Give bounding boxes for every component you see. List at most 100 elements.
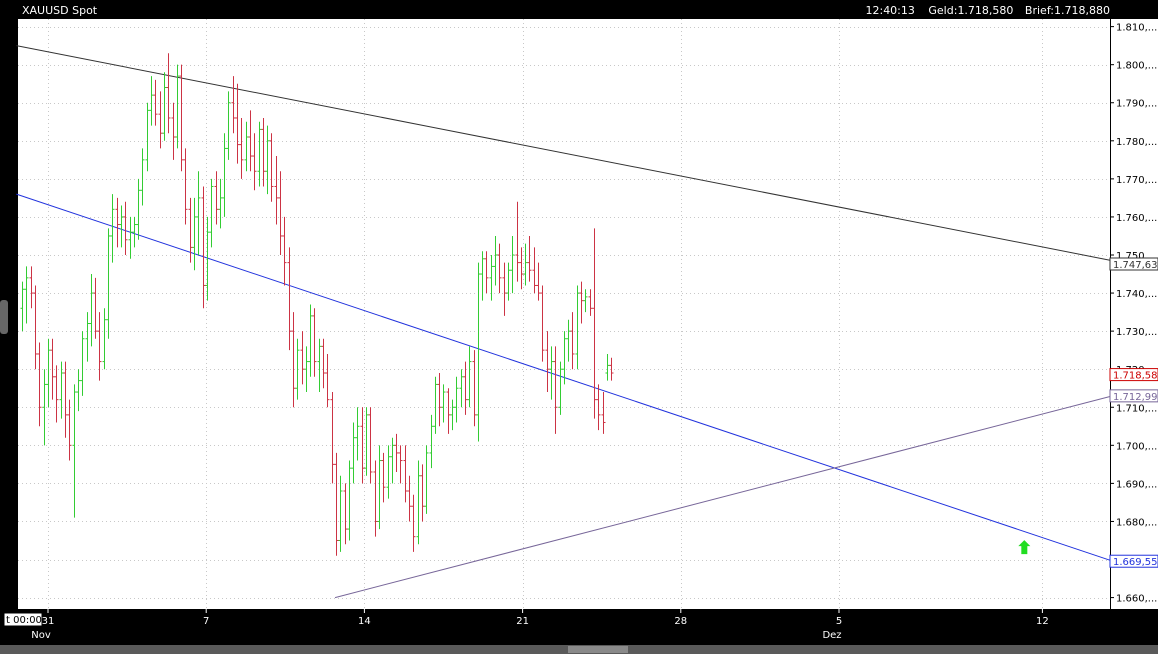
ohlc-bar — [467, 346, 472, 408]
ohlc-bar — [480, 251, 485, 301]
ohlc-bar — [214, 171, 219, 225]
ohlc-bar — [54, 365, 59, 423]
ohlc-bar — [287, 247, 292, 351]
ohlc-bar — [566, 319, 571, 362]
price-label-text: 1.712,996 — [1113, 392, 1158, 403]
ohlc-bar — [343, 483, 348, 545]
price-axis[interactable] — [1110, 19, 1158, 609]
ohlc-bar — [106, 228, 111, 339]
time-tick-label: 28 — [674, 616, 687, 627]
line-price-labels: 1.747,636 1.718,58 1.712,996 1.669,553 — [1109, 257, 1158, 568]
ohlc-bar — [140, 148, 145, 206]
ohlc-bar — [252, 133, 257, 191]
ohlc-bar — [502, 262, 507, 316]
price-tick-label: 1.680,... — [1116, 517, 1157, 528]
ohlc-bar — [373, 460, 378, 537]
time-tick-label: 14 — [358, 616, 371, 627]
ask-label: Brief: — [1025, 4, 1054, 17]
ohlc-bar — [63, 361, 68, 438]
ohlc-bar — [429, 414, 434, 469]
ohlc-bar — [601, 392, 606, 434]
ohlc-bar — [325, 353, 330, 408]
ohlc-bar — [360, 407, 365, 484]
time-tick-label: 5 — [836, 616, 842, 627]
clock-time: 12:40:13 — [865, 4, 914, 17]
ohlc-bar — [398, 445, 403, 484]
ohlc-bar — [85, 312, 90, 362]
bid-value: 1.718,580 — [957, 4, 1013, 17]
price-label-box — [1109, 389, 1158, 403]
ohlc-bar — [446, 388, 451, 434]
ohlc-bar — [463, 361, 468, 415]
ohlc-bar — [411, 494, 416, 552]
plot-area[interactable] — [18, 19, 1110, 609]
ohlc-bar — [510, 235, 515, 294]
ohlc-bar — [119, 205, 124, 248]
support-trend-line — [334, 395, 1113, 599]
ohlc-bar — [248, 110, 253, 172]
price-tick-label: 1.780,... — [1116, 137, 1157, 148]
ohlc-bar — [80, 331, 85, 396]
time-box[interactable] — [3, 612, 43, 627]
ohlc-bar — [128, 216, 133, 259]
ohlc-bar — [312, 308, 317, 377]
ohlc-bar — [300, 331, 305, 385]
ohlc-bar — [50, 338, 55, 400]
ohlc-bar — [269, 133, 274, 202]
time-tick-label: 21 — [516, 616, 529, 627]
ohlc-bar — [390, 437, 395, 484]
ohlc-bar — [334, 452, 339, 556]
ohlc-bar — [536, 262, 541, 301]
ohlc-bar — [179, 64, 184, 172]
ohlc-bar — [218, 178, 223, 229]
ohlc-bar — [416, 460, 421, 545]
time-axis[interactable] — [18, 609, 1110, 645]
ohlc-bar — [89, 274, 94, 347]
time-tick-label: 7 — [203, 616, 209, 627]
ohlc-bar — [153, 79, 158, 126]
quote-status: 12:40:13 Geld:1.718,580 Brief:1.718,880 — [865, 4, 1110, 17]
ohlc-bar — [441, 384, 446, 423]
ohlc-bar — [523, 243, 528, 286]
ohlc-bar — [295, 338, 300, 400]
ohlc-bar — [450, 399, 455, 431]
ohlc-bar — [97, 312, 102, 381]
price-label-text: 1.669,553 — [1113, 557, 1158, 568]
ohlc-bar — [394, 433, 399, 472]
ohlc-bar — [274, 156, 279, 225]
ohlc-bar — [570, 312, 575, 370]
price-label-box — [1109, 554, 1158, 568]
ohlc-bar — [175, 64, 180, 149]
ohlc-bar — [72, 384, 77, 518]
price-tick-label: 1.770,... — [1116, 175, 1157, 186]
left-frame — [0, 0, 18, 654]
time-box-label: t 00:00 — [6, 615, 42, 626]
up-arrow-icon — [1018, 540, 1031, 555]
ohlc-bar — [196, 171, 201, 255]
ohlc-bar — [222, 133, 227, 217]
ohlc-bar — [368, 407, 373, 484]
ohlc-bar — [540, 285, 545, 362]
price-label: 1.712,996 — [1109, 389, 1158, 403]
resistance-trend-line — [16, 45, 1113, 262]
ohlc-bar — [76, 369, 81, 412]
price-tick-label: 1.800,... — [1116, 61, 1157, 72]
time-tick-month: Nov — [31, 630, 51, 641]
ohlc-bar — [132, 216, 137, 248]
ohlc-bar — [407, 475, 412, 522]
scrollbar-thumb[interactable] — [568, 646, 628, 653]
ohlc-bar — [386, 445, 391, 499]
ohlc-bar — [583, 289, 588, 313]
ohlc-bar — [347, 460, 352, 541]
ohlc-bar — [321, 338, 326, 389]
ohlc-bar — [244, 121, 249, 172]
ohlc-bar — [403, 445, 408, 503]
bid-label: Geld: — [928, 4, 957, 17]
ohlc-bar — [110, 194, 115, 263]
price-tick-label: 1.810,... — [1116, 23, 1157, 34]
ohlc-bar — [519, 247, 524, 290]
price-tick-label: 1.700,... — [1116, 441, 1157, 452]
ohlc-bar — [562, 331, 567, 385]
ohlc-bar — [579, 281, 584, 324]
scroll-grip[interactable] — [0, 300, 8, 334]
